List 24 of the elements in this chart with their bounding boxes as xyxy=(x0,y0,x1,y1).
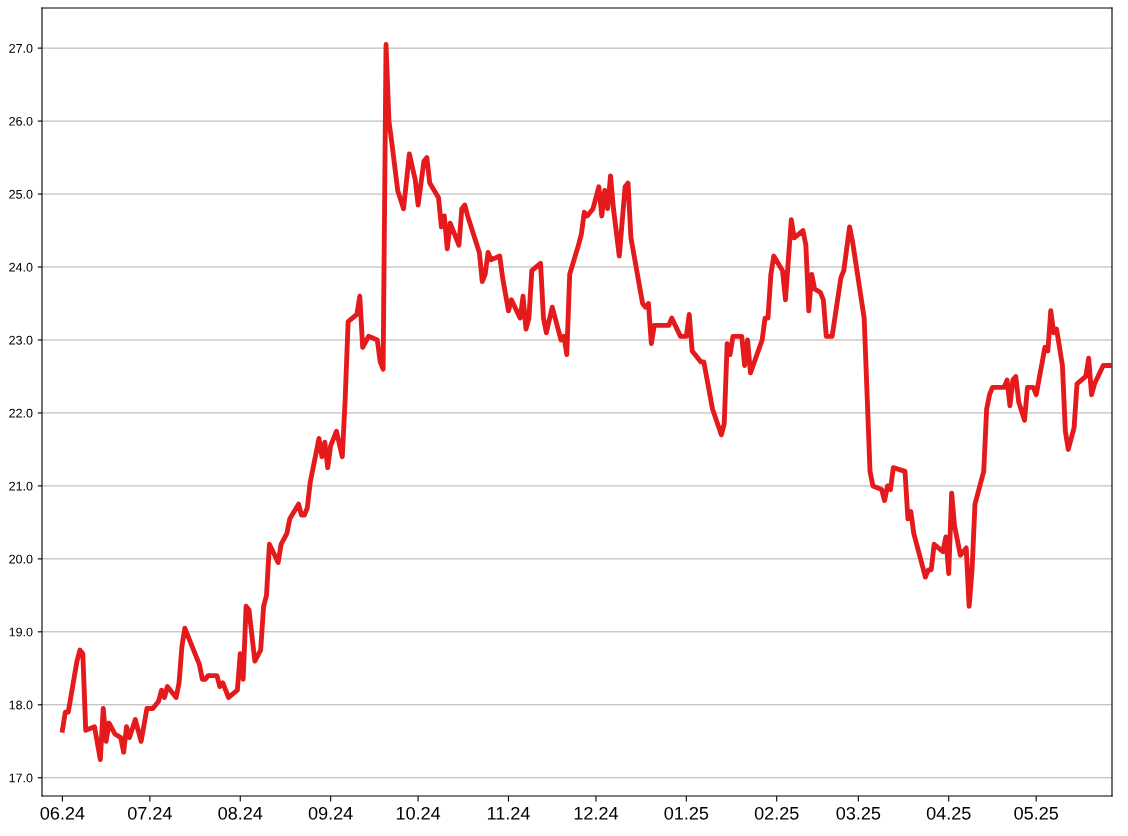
x-tick-label: 09.24 xyxy=(308,806,353,820)
y-tick-label: 26.0 xyxy=(9,116,33,126)
y-tick-label: 17.0 xyxy=(9,773,33,783)
y-tick-label: 27.0 xyxy=(9,43,33,53)
y-tick-label: 25.0 xyxy=(9,189,33,199)
x-tick-label: 12.24 xyxy=(574,806,619,820)
x-tick-label: 10.24 xyxy=(396,806,441,820)
x-tick-label: 08.24 xyxy=(218,806,263,820)
y-tick-label: 19.0 xyxy=(9,627,33,637)
x-tick-label: 04.25 xyxy=(926,806,971,820)
y-tick-label: 20.0 xyxy=(9,554,33,564)
x-tick-label: 02.25 xyxy=(754,806,799,820)
y-tick-label: 18.0 xyxy=(9,700,33,710)
y-tick-label: 23.0 xyxy=(9,335,33,345)
x-tick-label: 06.24 xyxy=(40,806,85,820)
x-tick-label: 03.25 xyxy=(836,806,881,820)
x-tick-label: 05.25 xyxy=(1014,806,1059,820)
x-tick-label: 01.25 xyxy=(664,806,709,820)
line-series xyxy=(59,42,1112,762)
y-tick-label: 21.0 xyxy=(9,481,33,491)
x-tick-label: 07.24 xyxy=(127,806,172,820)
x-tick-label: 11.24 xyxy=(487,806,530,820)
y-tick-label: 22.0 xyxy=(9,408,33,418)
y-tick-label: 24.0 xyxy=(9,262,33,272)
